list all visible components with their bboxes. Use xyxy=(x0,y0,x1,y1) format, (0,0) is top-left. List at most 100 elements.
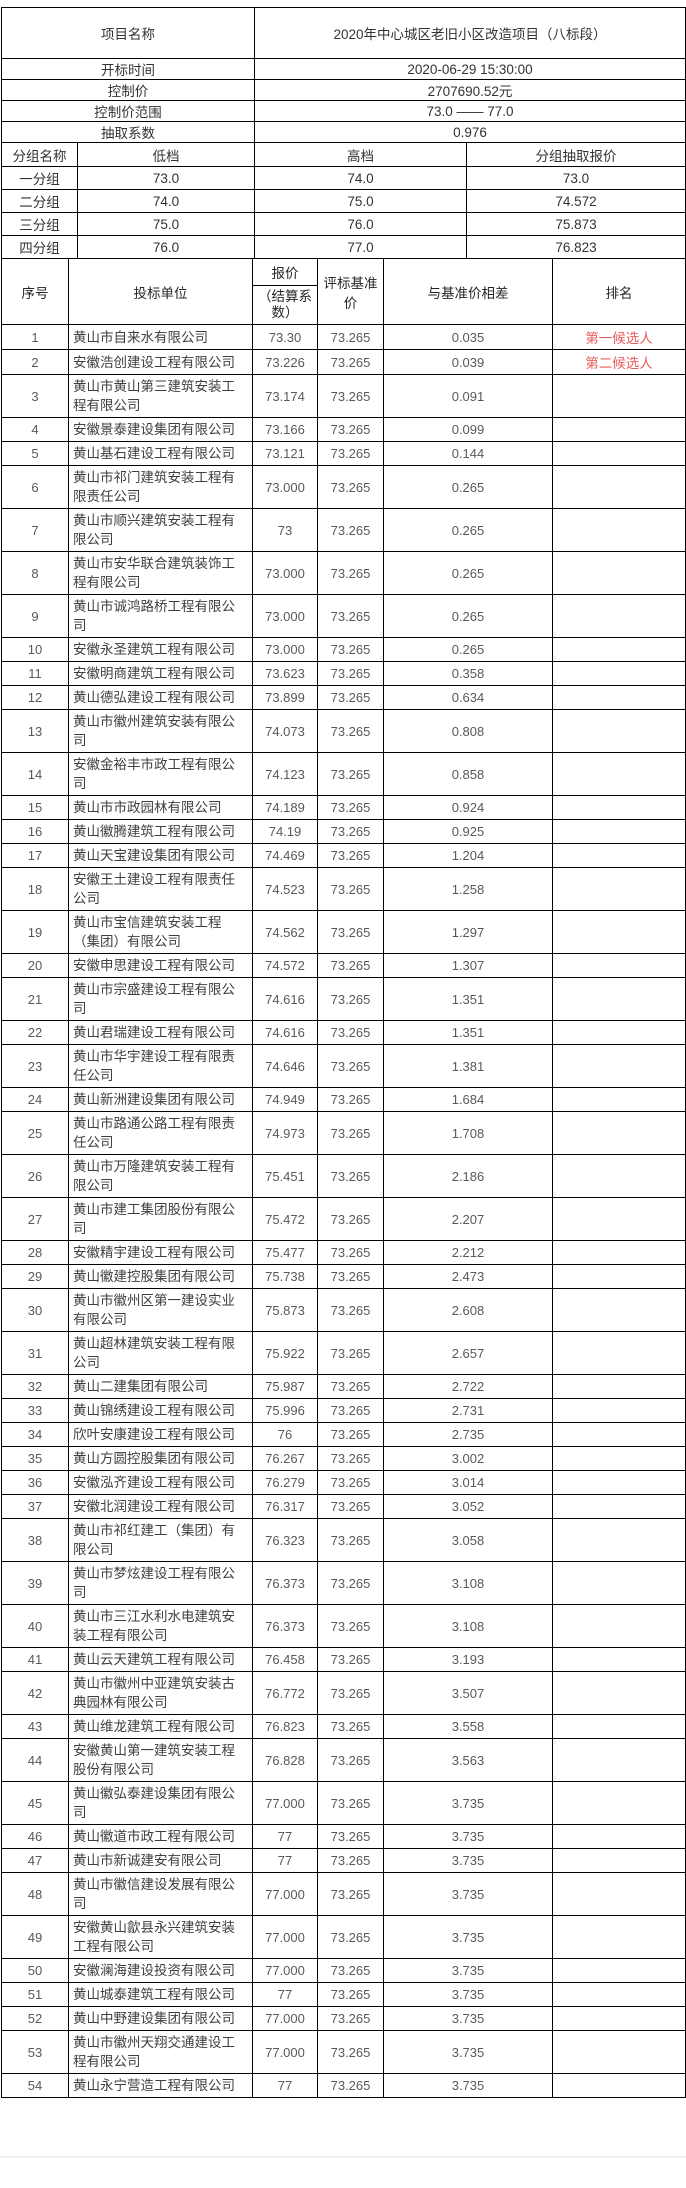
bid-price: 74.562 xyxy=(252,910,318,954)
bid-price: 73.166 xyxy=(252,417,318,442)
bid-price: 77.000 xyxy=(252,1781,318,1825)
bidder-company-name: 黄山市祁红建工（集团）有限公司 xyxy=(68,1518,253,1562)
base-price: 73.265 xyxy=(317,2073,384,2098)
diff-from-base: 3.058 xyxy=(383,1518,553,1562)
control-price-label: 控制价 xyxy=(1,79,255,101)
row-no: 20 xyxy=(1,953,69,978)
diff-from-base: 2.731 xyxy=(383,1398,553,1423)
row-no: 10 xyxy=(1,637,69,662)
table-row: 36 安徽泓齐建设工程有限公司 76.279 73.265 3.014 xyxy=(1,1470,686,1495)
bid-price: 74.616 xyxy=(252,1020,318,1045)
row-no: 34 xyxy=(1,1422,69,1447)
bidder-company-name: 安徽泓齐建设工程有限公司 xyxy=(68,1470,253,1495)
bid-price: 74.523 xyxy=(252,867,318,911)
bid-price: 73.000 xyxy=(252,594,318,638)
diff-from-base: 1.381 xyxy=(383,1044,553,1088)
base-price: 73.265 xyxy=(317,1561,384,1605)
bid-price: 74.646 xyxy=(252,1044,318,1088)
row-no: 13 xyxy=(1,709,69,753)
bid-price: 75.451 xyxy=(252,1154,318,1198)
col-header-company: 投标单位 xyxy=(68,258,253,325)
row-no: 46 xyxy=(1,1824,69,1849)
diff-from-base: 1.708 xyxy=(383,1111,553,1155)
bid-price: 74.073 xyxy=(252,709,318,753)
bid-price: 75.477 xyxy=(252,1240,318,1265)
table-row: 25 黄山市路通公路工程有限责任公司 74.973 73.265 1.708 xyxy=(1,1111,686,1155)
row-no: 15 xyxy=(1,795,69,820)
diff-from-base: 2.207 xyxy=(383,1197,553,1241)
base-price: 73.265 xyxy=(317,349,384,375)
group-header-row: 分组名称 低档 高档 分组抽取报价 xyxy=(1,142,686,167)
group-row: 一分组 73.0 74.0 73.0 xyxy=(1,166,686,190)
bid-price: 76.323 xyxy=(252,1518,318,1562)
row-no: 8 xyxy=(1,551,69,595)
diff-from-base: 0.265 xyxy=(383,551,553,595)
bidder-company-name: 黄山市黄山第三建筑安装工程有限公司 xyxy=(68,374,253,418)
table-row: 28 安徽精宇建设工程有限公司 75.477 73.265 2.212 xyxy=(1,1240,686,1265)
base-price: 73.265 xyxy=(317,1494,384,1519)
base-price: 73.265 xyxy=(317,977,384,1021)
rank-value xyxy=(552,1872,686,1916)
table-row: 54 黄山永宁营造工程有限公司 77 73.265 3.735 xyxy=(1,2073,686,2098)
group-low-value: 74.0 xyxy=(77,189,255,213)
table-row: 45 黄山徽弘泰建设集团有限公司 77.000 73.265 3.735 xyxy=(1,1781,686,1825)
table-row: 37 安徽北润建设工程有限公司 76.317 73.265 3.052 xyxy=(1,1494,686,1519)
bid-price: 77 xyxy=(252,2073,318,2098)
bidder-company-name: 安徽明商建筑工程有限公司 xyxy=(68,661,253,686)
group-high-value: 75.0 xyxy=(254,189,467,213)
base-price: 73.265 xyxy=(317,1240,384,1265)
bid-price: 74.973 xyxy=(252,1111,318,1155)
group-low-value: 76.0 xyxy=(77,235,255,259)
bidder-company-name: 黄山维龙建筑工程有限公司 xyxy=(68,1714,253,1739)
row-no: 36 xyxy=(1,1470,69,1495)
group-picked-value: 75.873 xyxy=(466,212,686,236)
row-no: 51 xyxy=(1,1982,69,2007)
group-picked-header: 分组抽取报价 xyxy=(466,142,686,167)
rank-value xyxy=(552,1446,686,1471)
base-price: 73.265 xyxy=(317,417,384,442)
row-no: 45 xyxy=(1,1781,69,1825)
diff-from-base: 2.722 xyxy=(383,1374,553,1399)
coefficient-label: 抽取系数 xyxy=(1,121,255,143)
group-high-value: 74.0 xyxy=(254,166,467,190)
rank-value xyxy=(552,1398,686,1423)
bid-price: 76.772 xyxy=(252,1671,318,1715)
bidder-company-name: 欣叶安康建设工程有限公司 xyxy=(68,1422,253,1447)
table-row: 7 黄山市顺兴建筑安装工程有限公司 73 73.265 0.265 xyxy=(1,508,686,552)
row-no: 16 xyxy=(1,819,69,844)
row-no: 3 xyxy=(1,374,69,418)
row-no: 31 xyxy=(1,1331,69,1375)
bid-price: 73.000 xyxy=(252,551,318,595)
base-price: 73.265 xyxy=(317,1781,384,1825)
table-row: 32 黄山二建集团有限公司 75.987 73.265 2.722 xyxy=(1,1374,686,1399)
diff-from-base: 0.091 xyxy=(383,374,553,418)
group-name: 二分组 xyxy=(1,189,78,213)
bid-price: 76.373 xyxy=(252,1604,318,1648)
group-row: 三分组 75.0 76.0 75.873 xyxy=(1,212,686,236)
bid-price: 77 xyxy=(252,1982,318,2007)
diff-from-base: 1.307 xyxy=(383,953,553,978)
base-price: 73.265 xyxy=(317,1446,384,1471)
row-no: 19 xyxy=(1,910,69,954)
group-low-header: 低档 xyxy=(77,142,255,167)
base-price: 73.265 xyxy=(317,1915,384,1959)
info-row-project-name: 项目名称 2020年中心城区老旧小区改造项目（八标段） xyxy=(1,7,686,59)
base-price: 73.265 xyxy=(317,1470,384,1495)
base-price: 73.265 xyxy=(317,1154,384,1198)
base-price: 73.265 xyxy=(317,1647,384,1672)
row-no: 38 xyxy=(1,1518,69,1562)
row-no: 1 xyxy=(1,324,69,350)
base-price: 73.265 xyxy=(317,953,384,978)
bidder-company-name: 黄山永宁营造工程有限公司 xyxy=(68,2073,253,2098)
bidder-company-name: 黄山超林建筑安装工程有限公司 xyxy=(68,1331,253,1375)
base-price: 73.265 xyxy=(317,2030,384,2074)
diff-from-base: 3.558 xyxy=(383,1714,553,1739)
bidder-company-name: 黄山市祁门建筑安装工程有限责任公司 xyxy=(68,465,253,509)
diff-from-base: 3.735 xyxy=(383,1958,553,1983)
control-price-value: 2707690.52元 xyxy=(254,79,686,101)
bidder-company-name: 黄山云天建筑工程有限公司 xyxy=(68,1647,253,1672)
bidder-company-name: 黄山市徽州建筑安装有限公司 xyxy=(68,709,253,753)
bidders-header-row: 序号 投标单位 报价 （结算系数） 评标基准价 与基准价相差 排名 xyxy=(1,258,686,325)
info-row-price-range: 控制价范围 73.0 —— 77.0 xyxy=(1,100,686,122)
diff-from-base: 0.634 xyxy=(383,685,553,710)
